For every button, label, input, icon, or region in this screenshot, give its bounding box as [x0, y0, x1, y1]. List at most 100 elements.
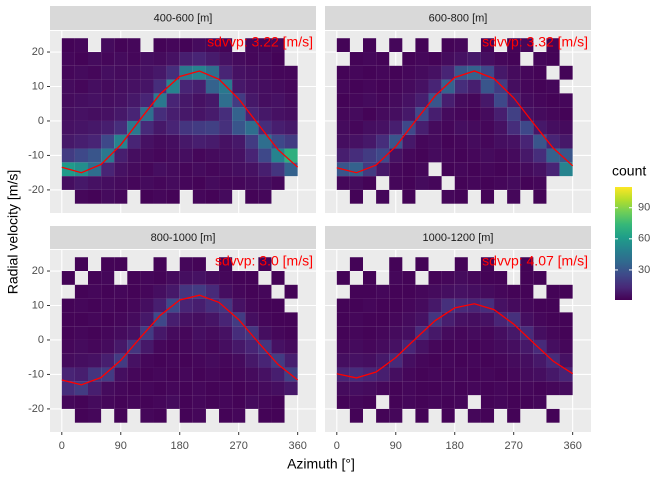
bin-tile — [441, 38, 455, 53]
bin-tile — [258, 93, 272, 108]
strip-label: 800-1000 [m] — [151, 232, 216, 244]
bin-tile — [454, 79, 468, 94]
bin-tile — [546, 93, 560, 108]
bin-tile — [454, 65, 468, 80]
bin-tile — [101, 79, 115, 94]
bin-tile — [284, 134, 298, 149]
bin-tile — [441, 353, 455, 368]
bin-tile — [441, 162, 455, 177]
bin-tile — [349, 298, 363, 313]
bin-tile — [415, 367, 429, 382]
bin-tile — [454, 176, 468, 190]
bin-tile — [441, 339, 455, 354]
bin-tile — [271, 271, 285, 285]
bin-tile — [480, 148, 495, 163]
bin-tile — [258, 148, 272, 163]
bin-tile — [205, 395, 220, 409]
bin-tile — [114, 79, 128, 94]
bin-tile — [389, 312, 403, 327]
bin-tile — [389, 284, 403, 299]
bin-tile — [232, 65, 246, 80]
bin-tile — [245, 395, 259, 409]
bin-tile — [402, 176, 416, 190]
bin-tile — [480, 408, 495, 423]
bin-tile — [546, 408, 560, 423]
bin-tile — [494, 52, 508, 66]
bin-tile — [166, 312, 180, 327]
bin-tile — [153, 176, 167, 190]
bin-tile — [441, 79, 455, 94]
bin-tile — [166, 38, 180, 53]
bin-tile — [441, 312, 455, 327]
bin-tile — [114, 326, 128, 340]
bin-tile — [467, 176, 481, 190]
bin-tile — [428, 298, 442, 313]
bin-tile — [192, 79, 206, 94]
bin-tile — [140, 326, 154, 340]
bin-tile — [494, 367, 508, 382]
bin-tile — [507, 312, 521, 327]
bin-tile — [140, 65, 154, 80]
bin-tile — [415, 353, 429, 368]
bin-tile — [179, 148, 193, 163]
bin-tile — [480, 326, 495, 340]
bin-tile — [205, 339, 220, 354]
bin-tile — [533, 339, 547, 354]
bin-tile — [349, 381, 363, 396]
bin-tile — [507, 38, 521, 53]
bin-tile — [480, 339, 495, 354]
bin-tile — [559, 162, 573, 177]
bin-tile — [140, 353, 154, 368]
bin-tile — [74, 189, 88, 204]
bin-tile — [166, 395, 180, 409]
bin-tile — [61, 339, 75, 354]
bin-tile — [258, 395, 272, 409]
y-tick-label: 10 — [32, 80, 44, 92]
bin-tile — [205, 93, 220, 108]
bin-tile — [271, 312, 285, 327]
bin-tile — [88, 395, 102, 409]
bin-tile — [205, 298, 220, 313]
bin-tile — [349, 120, 363, 135]
bin-tile — [389, 326, 403, 340]
bin-tile — [258, 339, 272, 354]
bin-tile — [271, 395, 285, 409]
bin-tile — [441, 367, 455, 382]
y-axis-title: Radial velocity [m/s] — [5, 170, 21, 294]
bin-tile — [389, 298, 403, 313]
bin-tile — [494, 326, 508, 340]
bin-tile — [480, 162, 495, 177]
bin-tile — [258, 381, 272, 396]
strip — [50, 6, 316, 30]
bin-tile — [349, 408, 363, 423]
bin-tile — [402, 52, 416, 66]
bin-tile — [232, 79, 246, 94]
bin-tile — [520, 395, 534, 409]
strip — [325, 6, 591, 30]
bin-tile — [402, 271, 416, 285]
bin-tile — [480, 134, 495, 149]
bin-tile — [349, 134, 363, 149]
bin-tile — [454, 148, 468, 163]
bin-tile — [74, 120, 88, 135]
bin-tile — [219, 134, 233, 149]
bin-tile — [507, 162, 521, 177]
bin-tile — [284, 381, 298, 396]
bin-tile — [494, 381, 508, 396]
bin-tile — [428, 134, 442, 149]
bin-tile — [192, 367, 206, 382]
bin-tile — [336, 271, 350, 285]
bin-tile — [245, 298, 259, 313]
bin-tile — [205, 284, 220, 299]
bin-tile — [258, 162, 272, 177]
bin-tile — [245, 339, 259, 354]
bin-tile — [402, 284, 416, 299]
bin-tile — [520, 176, 534, 190]
bin-tile — [101, 162, 115, 177]
bin-tile — [114, 162, 128, 177]
bin-tile — [349, 312, 363, 327]
bin-tile — [376, 408, 390, 423]
strip-label: 400-600 [m] — [154, 12, 213, 24]
bin-tile — [74, 176, 88, 190]
bin-tile — [153, 38, 167, 53]
